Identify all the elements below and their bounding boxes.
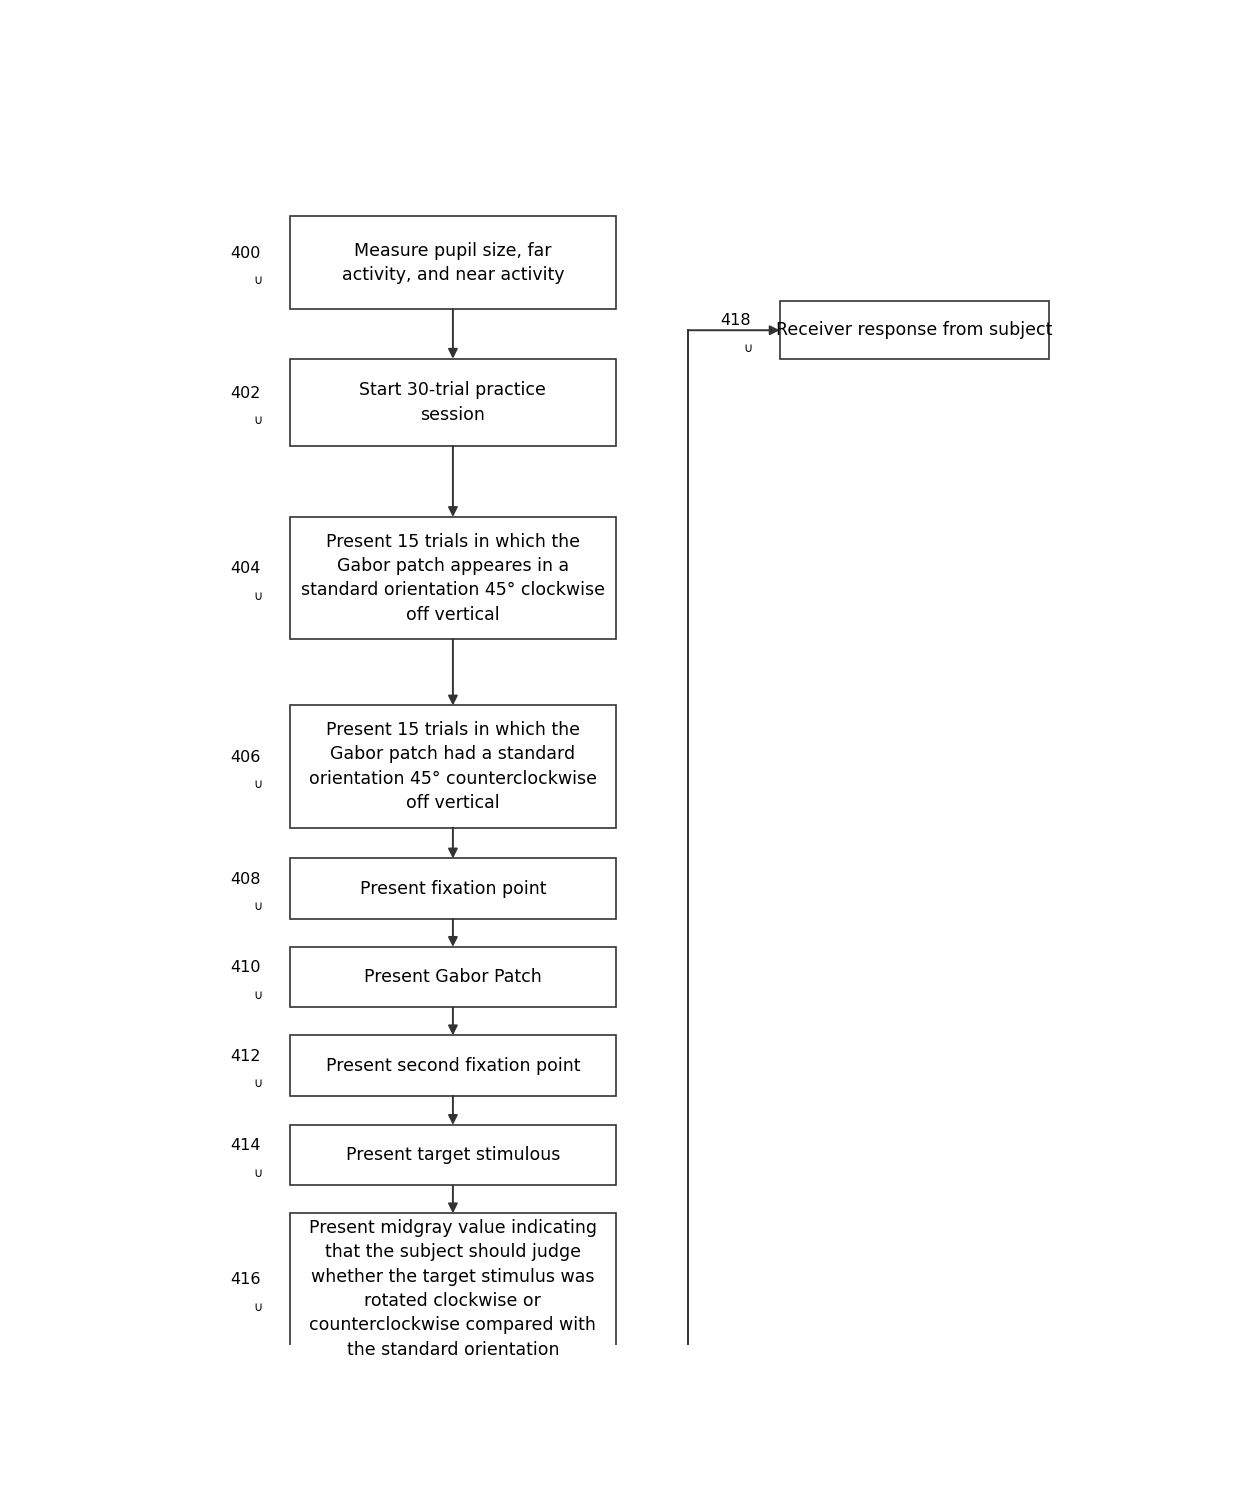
Text: ∪: ∪ (253, 414, 263, 428)
Text: 406: 406 (231, 749, 260, 765)
Text: 404: 404 (231, 561, 260, 576)
Bar (289, 1213, 616, 1364)
Text: 400: 400 (231, 246, 260, 261)
Text: Present midgray value indicating
that the subject should judge
whether the targe: Present midgray value indicating that th… (309, 1219, 596, 1358)
Text: Present 15 trials in which the
Gabor patch appeares in a
standard orientation 45: Present 15 trials in which the Gabor pat… (301, 532, 605, 624)
Text: 402: 402 (231, 385, 260, 400)
Text: ∪: ∪ (253, 988, 263, 1002)
Text: Measure pupil size, far
activity, and near activity: Measure pupil size, far activity, and ne… (342, 242, 564, 284)
Text: ∪: ∪ (744, 341, 753, 355)
Text: Present 15 trials in which the
Gabor patch had a standard
orientation 45° counte: Present 15 trials in which the Gabor pat… (309, 721, 596, 811)
Text: ∪: ∪ (253, 1077, 263, 1091)
Text: 416: 416 (231, 1272, 260, 1287)
Text: ∪: ∪ (253, 275, 263, 287)
Bar (289, 947, 616, 1008)
Text: ∪: ∪ (253, 778, 263, 792)
Text: Present Gabor Patch: Present Gabor Patch (365, 969, 542, 987)
Bar (780, 301, 1049, 360)
Text: 412: 412 (231, 1049, 260, 1064)
Text: Receiver response from subject: Receiver response from subject (776, 322, 1053, 340)
Text: ∪: ∪ (253, 1166, 263, 1180)
Text: ∪: ∪ (253, 1301, 263, 1313)
Text: ∪: ∪ (253, 901, 263, 913)
Bar (289, 858, 616, 919)
Text: 410: 410 (231, 961, 260, 975)
Text: Present fixation point: Present fixation point (360, 879, 546, 898)
Bar (289, 216, 616, 310)
Text: 418: 418 (720, 313, 751, 328)
Bar (289, 1035, 616, 1095)
Bar (289, 706, 616, 828)
Bar (289, 1124, 616, 1186)
Text: 408: 408 (231, 872, 260, 887)
Text: ∪: ∪ (253, 589, 263, 603)
Text: Present target stimulous: Present target stimulous (346, 1147, 560, 1163)
Text: Present second fixation point: Present second fixation point (326, 1056, 580, 1074)
Text: 414: 414 (231, 1138, 260, 1153)
Bar (289, 517, 616, 639)
Text: Start 30-trial practice
session: Start 30-trial practice session (360, 381, 547, 423)
Bar (289, 358, 616, 446)
